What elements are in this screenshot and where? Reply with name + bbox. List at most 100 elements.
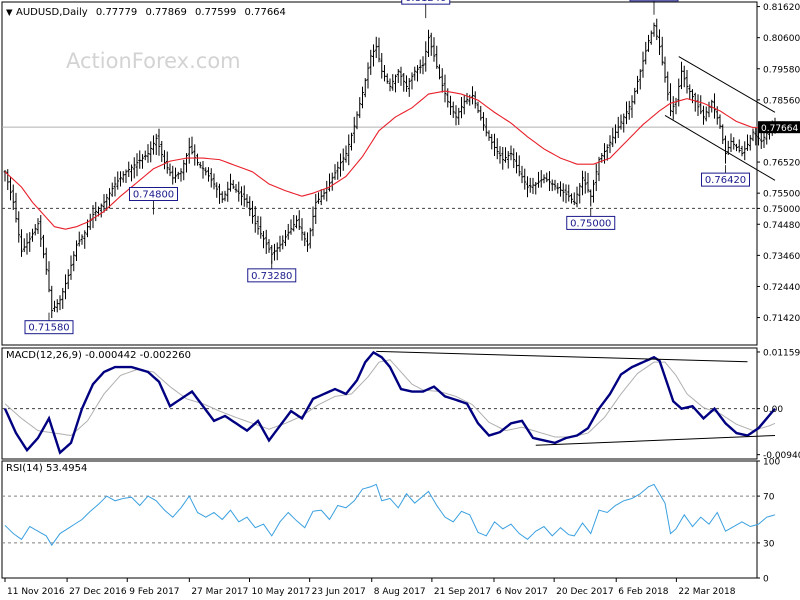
- ohlc-bar: [432, 37, 436, 62]
- ohlc-bar: [564, 184, 568, 204]
- annotation-label: 0.71580: [28, 323, 69, 334]
- price-axis-tick-label: 0.74480: [763, 221, 800, 231]
- ohlc-bar: [330, 172, 334, 191]
- ohlc-bar: [292, 214, 296, 232]
- ohlc-bar: [275, 242, 279, 261]
- ohlc-bar: [361, 86, 364, 109]
- ohlc-bar: [542, 174, 546, 184]
- ohlc-bar: [105, 193, 109, 211]
- ohlc-bar: [575, 186, 579, 208]
- ohlc-bar: [605, 144, 609, 161]
- ohlc-bar: [80, 234, 84, 245]
- time-axis-label: 27 Mar 2017: [191, 587, 248, 597]
- time-axis-label: 8 Aug 2017: [374, 587, 426, 597]
- ohlc-bar: [273, 243, 276, 261]
- price-axis-tick-label: 0.78560: [763, 96, 800, 106]
- ohlc-bar: [693, 92, 697, 112]
- ohlc-bar: [669, 83, 672, 117]
- ohlc-bar: [424, 41, 428, 72]
- ohlc-bar: [124, 169, 128, 183]
- ohlc-bar: [231, 179, 235, 189]
- annotation-label: 0.73280: [251, 271, 292, 282]
- ohlc-bar: [405, 75, 408, 92]
- ohlc-bar: [69, 255, 73, 280]
- ohlc-bar: [88, 213, 92, 230]
- ohlc-bar: [251, 200, 254, 224]
- ohlc-bar: [427, 29, 430, 57]
- ohlc-bar: [759, 130, 763, 149]
- price-panel: [1, 1, 758, 346]
- ohlc-bar: [751, 128, 755, 142]
- ohlc-bar: [594, 163, 598, 192]
- ohlc-bar: [746, 134, 749, 151]
- ohlc-bar: [383, 65, 386, 82]
- channel-trendline: [664, 114, 776, 181]
- time-axis-label: 6 Feb 2018: [618, 587, 669, 597]
- macd-trendline: [376, 350, 748, 363]
- ohlc-bar: [517, 155, 521, 177]
- price-axis-tick-label: 0.75500: [763, 190, 800, 200]
- ohlc-bar: [413, 66, 417, 81]
- ohlc-bar: [526, 176, 529, 198]
- price-axis-tick-label: 0.81620: [763, 3, 800, 13]
- ohlc-bar: [325, 180, 329, 202]
- ohlc-bar: [237, 181, 241, 202]
- ohlc-bar: [735, 143, 738, 152]
- ohlc-bar: [523, 168, 527, 190]
- macd-trendline: [535, 435, 776, 446]
- ohlc-bar: [649, 30, 653, 45]
- ohlc-bar: [754, 127, 758, 146]
- high-value: 0.77869: [145, 7, 186, 18]
- ohlc-bar: [102, 194, 106, 213]
- moving-average-line: [4, 90, 775, 230]
- ohlc-bar: [61, 287, 65, 309]
- ohlc-bar: [394, 74, 397, 93]
- ohlc-bar: [399, 66, 403, 86]
- current-price-marker: [758, 121, 800, 134]
- ohlc-bar: [407, 78, 411, 97]
- ohlc-bar: [333, 164, 337, 180]
- ohlc-bar: [240, 186, 243, 206]
- ohlc-bar: [264, 229, 268, 254]
- ohlc-bar: [487, 130, 491, 141]
- ohlc-bar: [226, 181, 230, 202]
- ohlc-bar: [534, 181, 538, 195]
- ohlc-bar: [207, 167, 210, 182]
- ohlc-bar: [493, 133, 496, 156]
- macd-axis-tick-label: 0.00: [763, 405, 783, 415]
- annotation-label: 0.74800: [133, 190, 174, 201]
- ohlc-bar: [388, 78, 392, 92]
- price-axis-tick-label: 0.75000: [763, 205, 800, 215]
- ohlc-bar: [473, 91, 477, 109]
- ohlc-bar: [336, 161, 340, 180]
- ohlc-bar: [135, 153, 139, 177]
- ohlc-bar: [553, 179, 557, 191]
- ohlc-bar: [319, 189, 323, 206]
- rsi-line: [4, 483, 776, 547]
- ohlc-bar: [220, 191, 224, 203]
- ohlc-bar: [3, 169, 7, 182]
- symbol-label: AUDUSD,Daily: [16, 7, 88, 18]
- ohlc-bar: [66, 269, 70, 290]
- close-value: 0.77664: [245, 7, 286, 18]
- ohlc-bar: [380, 52, 384, 79]
- ohlc-bar: [72, 251, 76, 272]
- ohlc-bar: [528, 177, 532, 193]
- ohlc-bar: [44, 247, 48, 275]
- ohlc-bar: [242, 185, 246, 207]
- ohlc-bar: [614, 124, 617, 144]
- ohlc-bar: [344, 145, 348, 163]
- price-dropdown-icon[interactable]: ▼: [6, 8, 13, 18]
- ohlc-bar: [14, 192, 18, 223]
- ohlc-bar: [130, 164, 133, 182]
- ohlc-bar: [157, 128, 161, 156]
- ohlc-bar: [561, 183, 565, 202]
- ohlc-bar: [627, 100, 631, 120]
- ohlc-bar: [718, 114, 722, 129]
- ohlc-bar: [451, 101, 455, 118]
- ohlc-bar: [685, 69, 689, 94]
- price-annotation: 0.74800: [129, 187, 178, 215]
- ohlc-bar: [328, 173, 331, 192]
- ohlc-bar: [358, 97, 362, 119]
- ohlc-bar: [116, 171, 120, 190]
